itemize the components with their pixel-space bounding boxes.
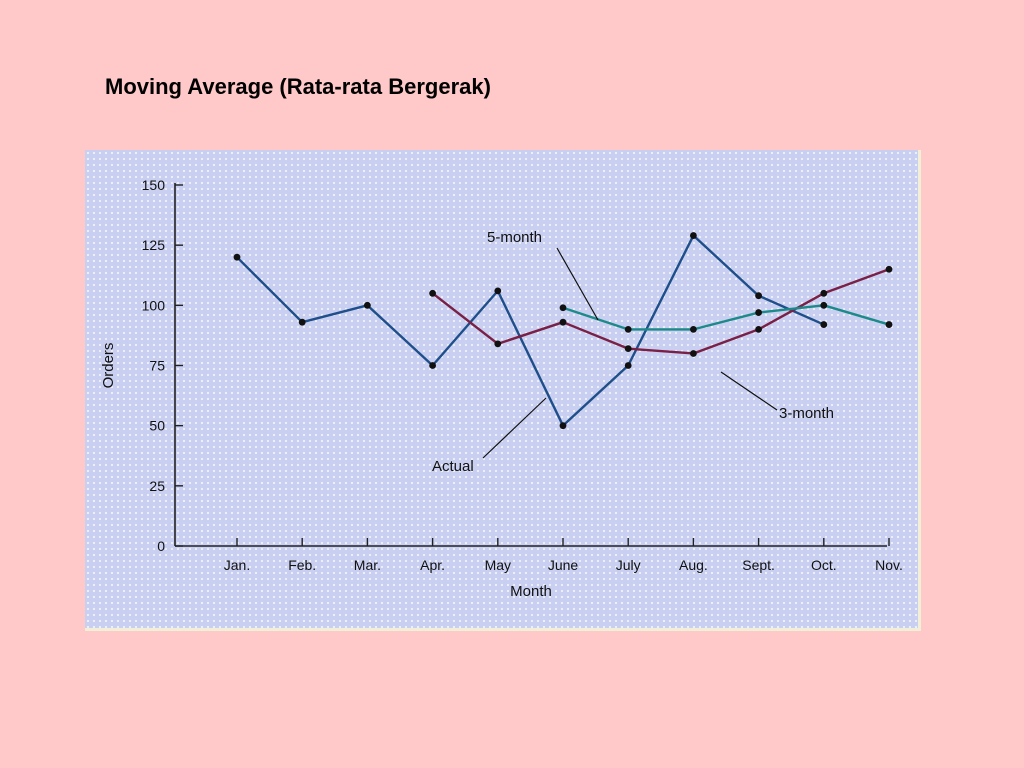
y-tick-label: 0 xyxy=(157,538,165,554)
x-tick-label: Apr. xyxy=(420,557,445,573)
series-line-5-month xyxy=(562,304,890,331)
data-point-actual xyxy=(559,422,567,430)
series-line-actual xyxy=(236,234,825,427)
data-point-3-month xyxy=(494,340,502,348)
data-point-3-month xyxy=(559,318,567,326)
data-point-actual xyxy=(494,287,502,295)
callout-leader-5-month xyxy=(556,247,599,321)
x-tick-label: Jan. xyxy=(224,557,250,573)
callout-label-5-month: 5-month xyxy=(487,229,542,246)
y-tick-label: 50 xyxy=(149,418,165,434)
series-line-3-month xyxy=(431,268,890,355)
y-tick-label: 125 xyxy=(142,237,166,253)
x-tick-label: June xyxy=(548,557,579,573)
data-point-3-month xyxy=(690,350,697,357)
x-tick-label: Aug. xyxy=(679,557,708,573)
data-point-actual xyxy=(690,232,697,239)
data-point-actual xyxy=(755,292,762,300)
data-point-5-month xyxy=(885,321,893,328)
x-tick-label: Sept. xyxy=(742,557,775,573)
data-point-actual xyxy=(429,362,436,369)
callout-label-actual: Actual xyxy=(432,458,474,475)
data-point-3-month xyxy=(755,326,762,333)
x-axis-title: Month xyxy=(510,583,552,600)
callout-leader-actual xyxy=(482,397,547,459)
data-point-actual xyxy=(233,253,241,261)
chart-panel: 0 25 50 75 100 125 150 Jan. Feb. Mar. Apr. May June J… xyxy=(85,150,921,631)
data-point-5-month xyxy=(755,309,762,316)
data-point-3-month xyxy=(624,345,632,353)
data-point-5-month xyxy=(820,301,828,309)
y-tick-label: 75 xyxy=(149,358,165,374)
x-tick-label: July xyxy=(616,557,641,573)
data-point-actual xyxy=(624,362,632,369)
data-point-actual xyxy=(364,301,371,309)
data-point-3-month xyxy=(885,265,893,273)
callout-label-3-month: 3-month xyxy=(779,405,834,422)
data-point-3-month xyxy=(820,289,828,297)
y-tick-label: 150 xyxy=(142,177,166,193)
x-tick-label: Mar. xyxy=(354,557,381,573)
data-point-5-month xyxy=(624,326,632,333)
data-point-actual xyxy=(820,321,828,328)
orders-line-chart: 0 25 50 75 100 125 150 Jan. Feb. Mar. Apr. May June J… xyxy=(100,177,903,600)
y-axis-title: Orders xyxy=(100,343,117,389)
x-tick-label: May xyxy=(485,557,511,573)
x-tick-label: Feb. xyxy=(288,557,316,573)
y-tick-label: 25 xyxy=(149,478,165,494)
x-tick-label: Oct. xyxy=(811,557,837,573)
x-tick-label: Nov. xyxy=(875,557,903,573)
data-point-5-month xyxy=(690,326,697,333)
data-point-actual xyxy=(298,318,306,326)
slide-title: Moving Average (Rata-rata Bergerak) xyxy=(105,74,491,99)
y-tick-label: 100 xyxy=(142,297,166,313)
data-point-3-month xyxy=(429,289,436,297)
callout-leader-3-month xyxy=(720,371,778,411)
data-point-5-month xyxy=(559,304,567,312)
